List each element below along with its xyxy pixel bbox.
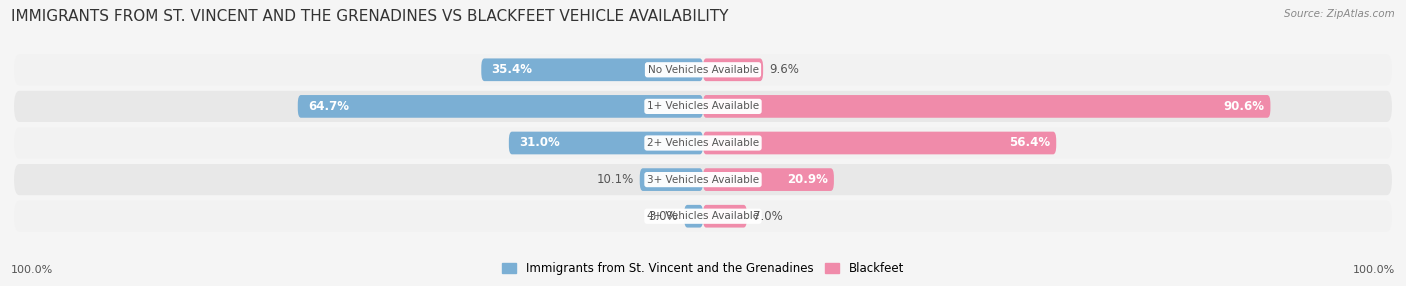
Text: 64.7%: 64.7% [308,100,349,113]
FancyBboxPatch shape [14,91,1392,122]
FancyBboxPatch shape [703,132,1056,154]
Text: 20.9%: 20.9% [787,173,828,186]
FancyBboxPatch shape [703,205,747,228]
FancyBboxPatch shape [14,201,1392,232]
Text: IMMIGRANTS FROM ST. VINCENT AND THE GRENADINES VS BLACKFEET VEHICLE AVAILABILITY: IMMIGRANTS FROM ST. VINCENT AND THE GREN… [11,9,728,23]
FancyBboxPatch shape [14,164,1392,195]
Text: 56.4%: 56.4% [1010,136,1050,150]
Text: 2+ Vehicles Available: 2+ Vehicles Available [647,138,759,148]
FancyBboxPatch shape [298,95,703,118]
FancyBboxPatch shape [685,205,703,228]
Text: 100.0%: 100.0% [11,265,53,275]
Legend: Immigrants from St. Vincent and the Grenadines, Blackfeet: Immigrants from St. Vincent and the Gren… [498,258,908,280]
FancyBboxPatch shape [481,58,703,81]
FancyBboxPatch shape [14,54,1392,85]
Text: No Vehicles Available: No Vehicles Available [648,65,758,75]
FancyBboxPatch shape [703,168,834,191]
Text: 3.0%: 3.0% [648,210,678,223]
Text: 90.6%: 90.6% [1223,100,1264,113]
Text: 1+ Vehicles Available: 1+ Vehicles Available [647,102,759,111]
Text: 7.0%: 7.0% [754,210,783,223]
Text: 10.1%: 10.1% [596,173,634,186]
Text: 9.6%: 9.6% [769,63,799,76]
Text: 3+ Vehicles Available: 3+ Vehicles Available [647,175,759,184]
FancyBboxPatch shape [703,58,763,81]
Text: 4+ Vehicles Available: 4+ Vehicles Available [647,211,759,221]
Text: 35.4%: 35.4% [491,63,533,76]
FancyBboxPatch shape [640,168,703,191]
FancyBboxPatch shape [509,132,703,154]
Text: 100.0%: 100.0% [1353,265,1395,275]
FancyBboxPatch shape [703,95,1271,118]
Text: Source: ZipAtlas.com: Source: ZipAtlas.com [1284,9,1395,19]
FancyBboxPatch shape [14,128,1392,158]
Text: 31.0%: 31.0% [519,136,560,150]
